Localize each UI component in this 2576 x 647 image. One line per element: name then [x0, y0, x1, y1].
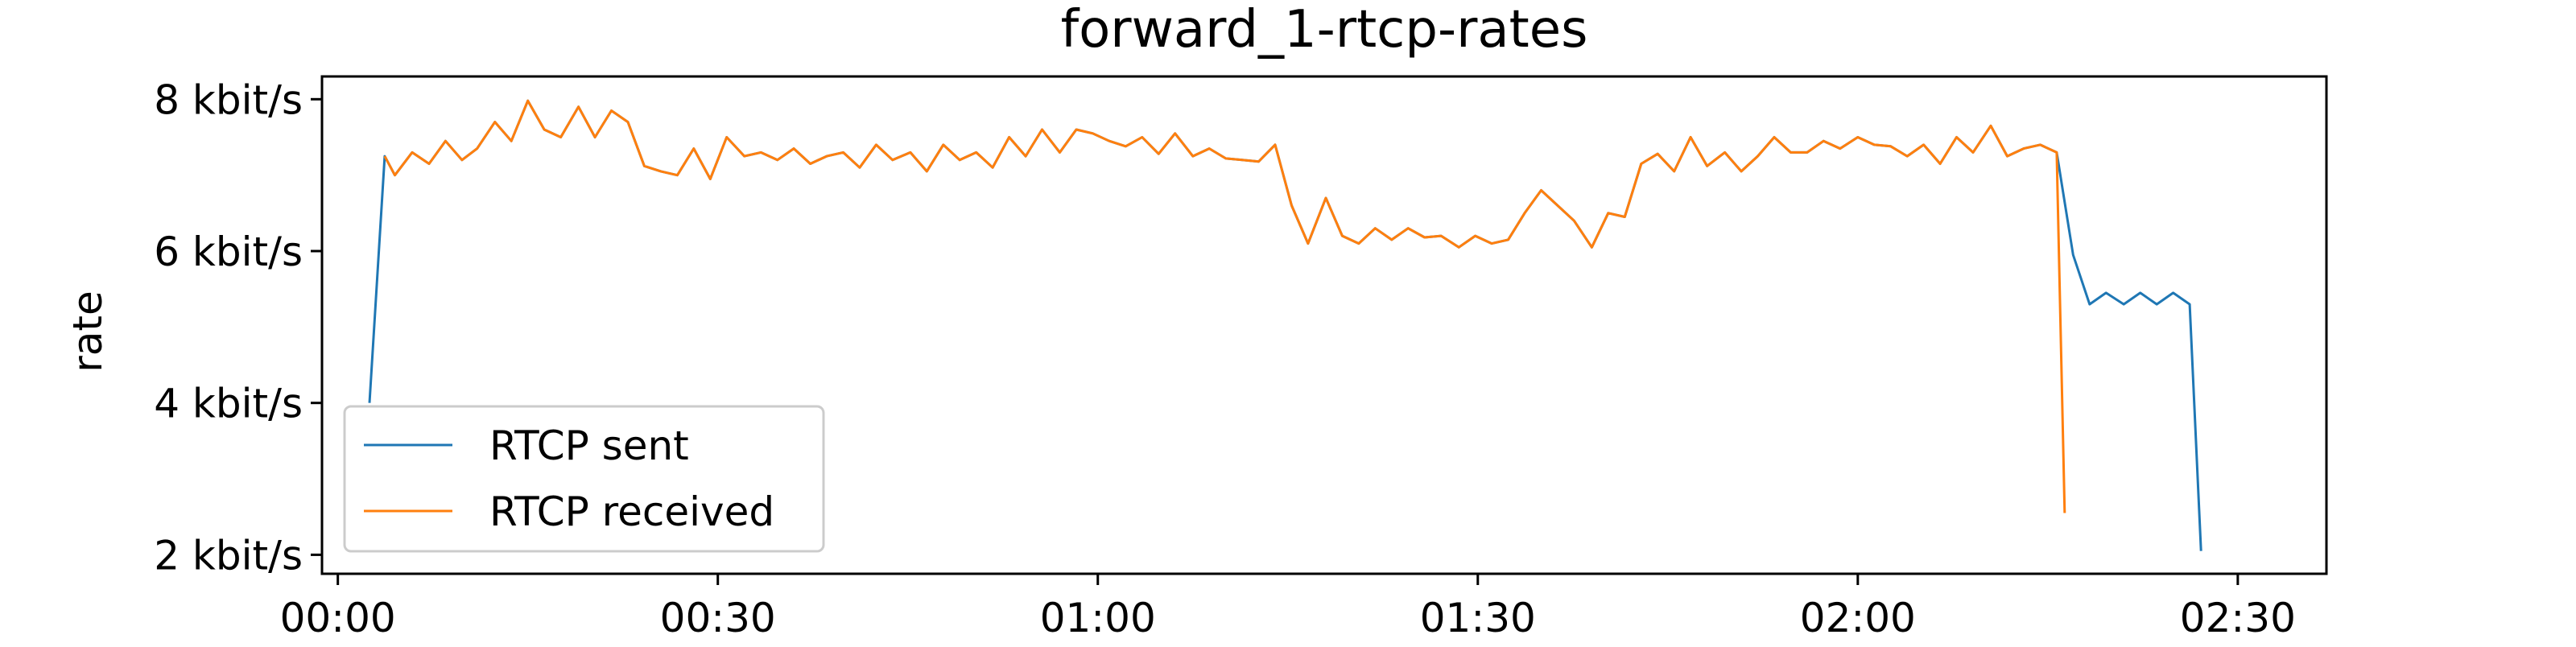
- plot-frame: [320, 75, 2328, 575]
- y-tick-label: 6 kbit/s: [154, 229, 303, 275]
- y-tick-label: 2 kbit/s: [154, 532, 303, 579]
- axes: 00:00 00:30 01:00 01:30 02:00 02:30 2 kbit/s 4 …: [154, 75, 2328, 641]
- y-tick-label: 8 kbit/s: [154, 76, 303, 123]
- x-tick-label: 01:00: [1040, 595, 1156, 641]
- legend-box: [343, 405, 825, 553]
- y-axis-label: rate: [64, 291, 111, 373]
- legend: RTCP sent RTCP received: [343, 405, 825, 553]
- plot-area: [368, 99, 2202, 551]
- x-tick-label: 00:00: [280, 595, 396, 641]
- x-tick-label: 02:30: [2180, 595, 2296, 641]
- y-tick-label: 4 kbit/s: [154, 381, 303, 427]
- legend-label: RTCP sent: [489, 422, 689, 469]
- chart-title: forward_1-rtcp-rates: [1061, 0, 1588, 60]
- x-tick-label: 00:30: [660, 595, 776, 641]
- x-tick-label: 02:00: [1800, 595, 1916, 641]
- legend-label: RTCP received: [489, 488, 774, 535]
- x-tick-label: 01:30: [1420, 595, 1536, 641]
- series-line-rtcp-received: [383, 99, 2066, 513]
